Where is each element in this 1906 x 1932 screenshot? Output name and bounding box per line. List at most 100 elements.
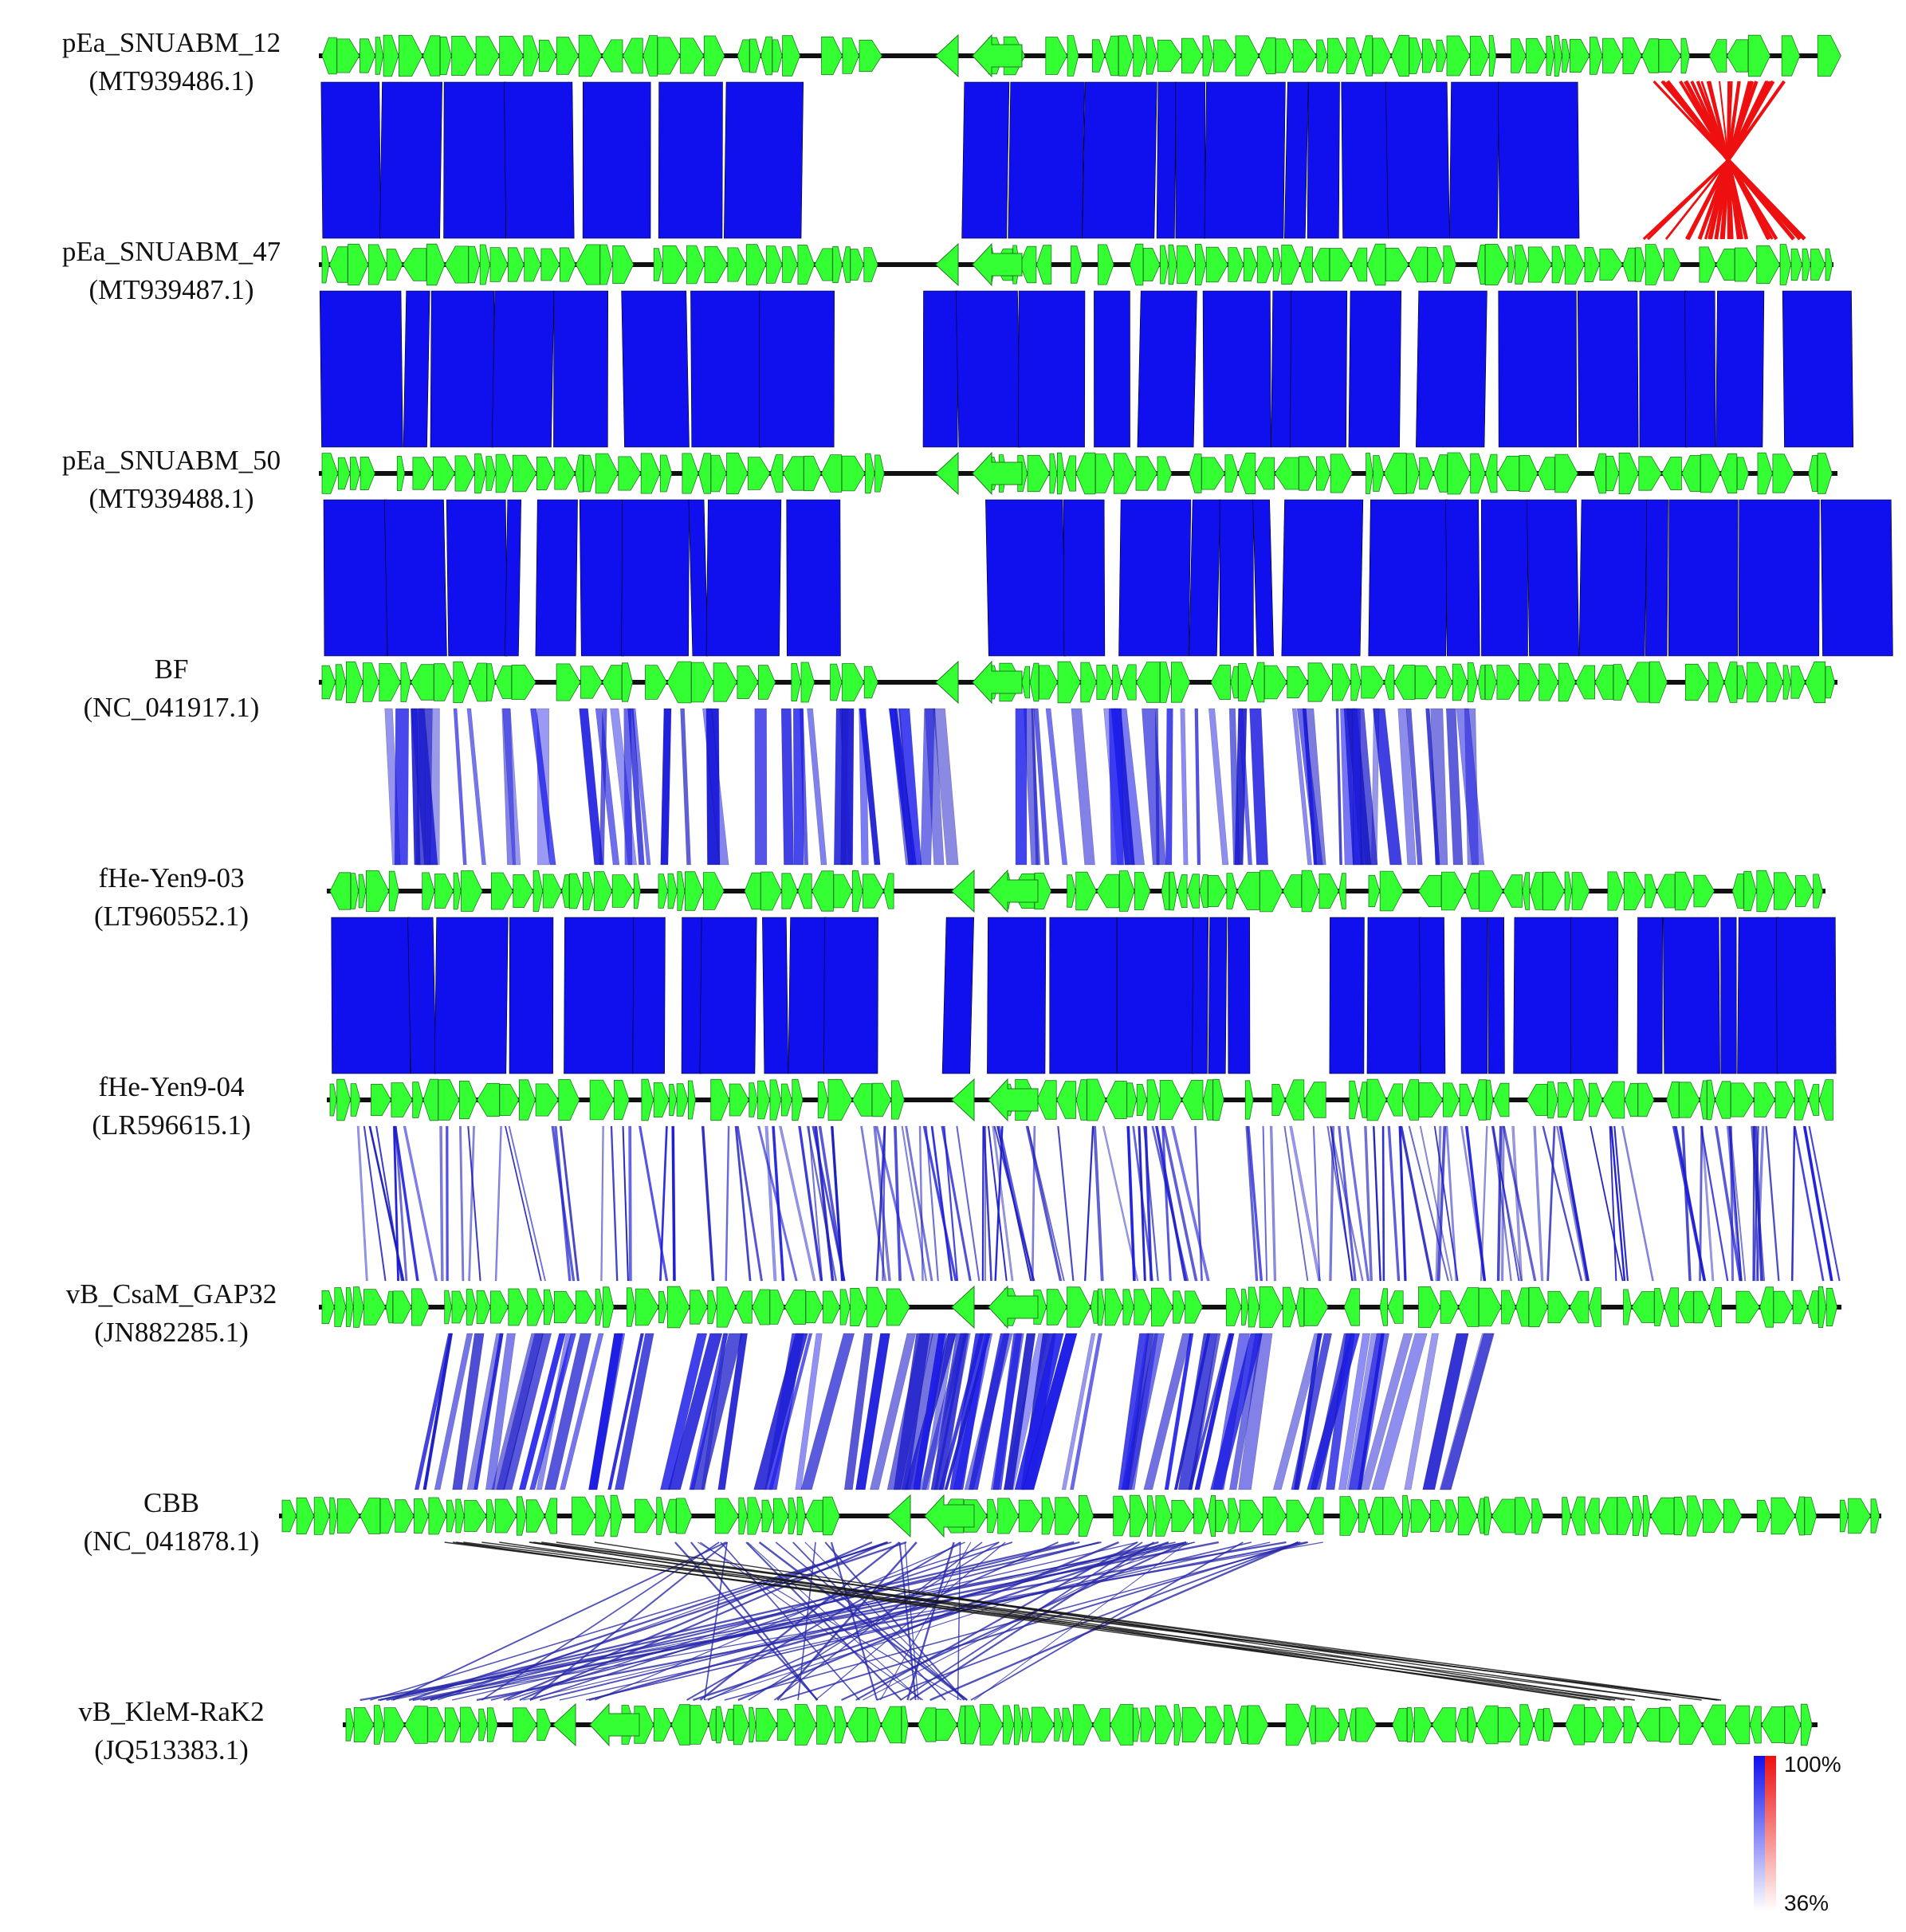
similarity-band	[1220, 500, 1253, 656]
gene-arrow	[783, 36, 800, 77]
gene-arrow	[412, 1289, 430, 1325]
gene-arrow	[1448, 453, 1470, 494]
gene-arrow	[1351, 248, 1366, 281]
gene-arrow	[1470, 36, 1488, 75]
gene-arrow	[1152, 1288, 1173, 1326]
gene-arrow	[1682, 455, 1700, 491]
gene-arrow	[804, 456, 821, 490]
similarity-band	[1461, 917, 1487, 1074]
similarity-band	[1019, 291, 1085, 447]
similarity-band	[1739, 500, 1819, 656]
comparison-band-1	[321, 81, 1805, 239]
gene-arrow	[1057, 453, 1064, 494]
gene-arrow	[1485, 244, 1507, 285]
gene-arrow	[1256, 457, 1274, 489]
gene-arrow	[1447, 36, 1470, 76]
gene-arrow	[1539, 664, 1558, 701]
gene-arrow	[717, 1287, 735, 1327]
gene-arrow	[434, 664, 454, 701]
scale-max-label: 100%	[1784, 1752, 1841, 1777]
similarity-band	[1782, 291, 1853, 447]
gene-arrow	[798, 874, 812, 909]
gene-arrow	[1748, 35, 1770, 77]
gene-arrow	[1771, 1498, 1795, 1534]
gene-arrow	[1114, 1496, 1130, 1536]
gene-arrow	[1283, 1287, 1296, 1327]
scale-min-label: 36%	[1784, 1891, 1829, 1916]
scale-bar-inverted	[1765, 1756, 1776, 1911]
gene-arrow	[1818, 35, 1841, 76]
gene-arrow	[537, 1709, 551, 1740]
gene-arrow	[1228, 1498, 1240, 1533]
gene-arrow	[671, 1705, 690, 1745]
gene-arrow	[1681, 38, 1689, 73]
gene-arrow	[1019, 1500, 1041, 1532]
gene-arrow	[1245, 1081, 1253, 1119]
gene-arrow	[1122, 665, 1136, 700]
gene-arrow	[1624, 1706, 1637, 1743]
gene-arrow	[1119, 871, 1134, 912]
gene-arrow	[1791, 249, 1802, 280]
gene-arrow	[1548, 1291, 1570, 1322]
similarity-link	[1057, 1126, 1074, 1281]
gene-arrow	[1685, 664, 1708, 700]
gene-arrow	[1169, 245, 1177, 285]
gene-arrow	[1286, 1704, 1308, 1745]
gene-arrow	[1774, 1291, 1793, 1323]
similarity-band	[1369, 500, 1448, 656]
similarity-band	[408, 917, 436, 1074]
gene-arrow	[1589, 1288, 1601, 1327]
gene-arrow	[1757, 1500, 1770, 1531]
gene-arrow	[560, 248, 576, 281]
gene-arrow	[847, 1707, 867, 1742]
gene-arrow	[1452, 664, 1468, 701]
gene-arrow	[399, 35, 422, 76]
gene-arrow	[1185, 1291, 1203, 1323]
gene-arrow	[426, 244, 445, 285]
genome-accession: (JN882285.1)	[24, 1314, 319, 1352]
gene-arrow	[602, 40, 623, 72]
gene-arrow	[1480, 871, 1503, 912]
similarity-band	[633, 917, 666, 1074]
gene-arrow	[1600, 249, 1623, 280]
genome-accession: (MT939488.1)	[24, 480, 319, 518]
gene-arrow	[1248, 1287, 1259, 1327]
similarity-band	[762, 917, 788, 1074]
gene-arrow	[1091, 1291, 1098, 1324]
gene-arrow	[817, 1706, 835, 1745]
gene-arrow	[988, 1499, 998, 1532]
gene-arrow	[627, 1288, 635, 1326]
similarity-band	[1721, 917, 1737, 1074]
gene-arrow	[1492, 1499, 1515, 1533]
gene-arrow	[1585, 1707, 1603, 1742]
gene-arrow	[1694, 1291, 1709, 1323]
gene-arrow	[727, 453, 748, 493]
gene-arrow	[351, 1084, 360, 1117]
similarity-link	[841, 709, 854, 865]
gene-arrow	[612, 875, 634, 908]
gene-arrow	[541, 249, 560, 281]
similarity-link	[1791, 1126, 1795, 1281]
gene-arrow	[543, 874, 561, 908]
gene-arrow	[1590, 37, 1602, 75]
similarity-link	[1460, 1126, 1485, 1281]
genome-track-8	[279, 1495, 1881, 1537]
gene-arrow	[1042, 1498, 1055, 1534]
gene-arrow	[1570, 39, 1590, 72]
gene-arrow	[462, 871, 483, 912]
gene-arrow	[1468, 1707, 1476, 1742]
similarity-band	[923, 291, 958, 447]
gene-arrow	[1160, 662, 1171, 703]
gene-arrow	[1477, 245, 1485, 284]
similarity-band	[444, 82, 506, 238]
gene-arrow	[1177, 245, 1195, 283]
gene-arrow	[1134, 1708, 1141, 1742]
similarity-band	[1118, 500, 1190, 656]
gene-arrow	[1519, 664, 1539, 701]
identity-scale	[1754, 1756, 1776, 1911]
gene-arrow	[729, 1084, 749, 1116]
gene-arrow	[1795, 1497, 1804, 1535]
similarity-band	[1570, 917, 1618, 1074]
gene-arrow	[1105, 36, 1118, 76]
gene-arrow	[1214, 40, 1236, 72]
